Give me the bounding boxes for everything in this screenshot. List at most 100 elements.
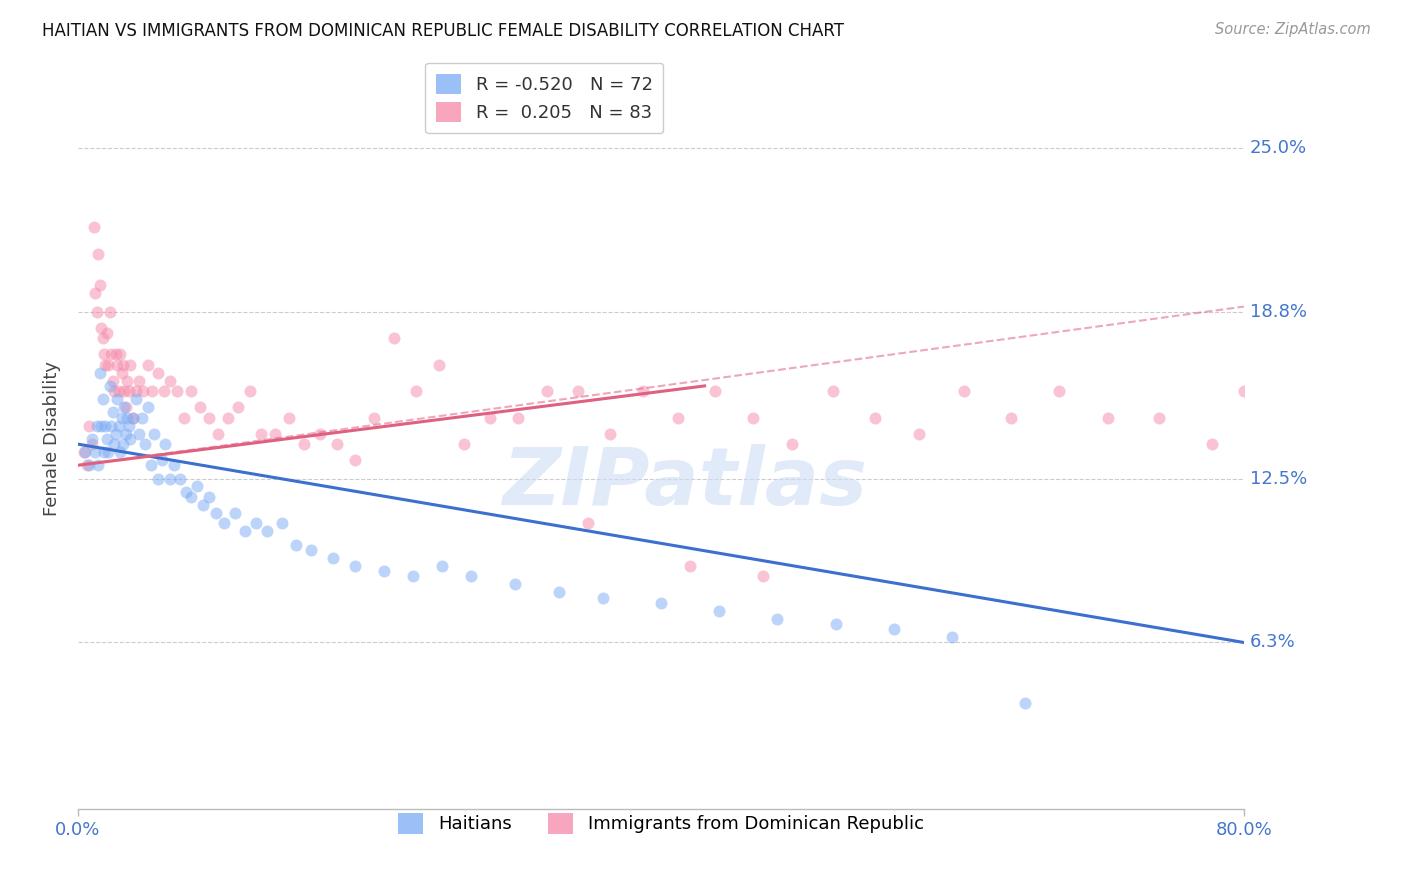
Point xyxy=(118,418,141,433)
Point xyxy=(83,220,105,235)
Point xyxy=(191,498,214,512)
Point xyxy=(224,506,246,520)
Point xyxy=(93,445,115,459)
Point xyxy=(132,384,155,399)
Point xyxy=(100,347,122,361)
Point xyxy=(536,384,558,399)
Point xyxy=(142,426,165,441)
Point xyxy=(235,524,257,539)
Point xyxy=(373,564,395,578)
Point xyxy=(134,437,156,451)
Point xyxy=(1000,410,1022,425)
Point xyxy=(479,410,502,425)
Point xyxy=(86,305,108,319)
Point xyxy=(1097,410,1119,425)
Point xyxy=(105,392,128,406)
Point xyxy=(166,384,188,399)
Point xyxy=(863,410,886,425)
Point xyxy=(245,516,267,531)
Point xyxy=(460,569,482,583)
Point xyxy=(79,458,101,473)
Point xyxy=(105,358,128,372)
Point xyxy=(101,405,124,419)
Point xyxy=(285,538,308,552)
Point xyxy=(217,410,239,425)
Point xyxy=(84,445,107,459)
Point xyxy=(115,426,138,441)
Point xyxy=(89,278,111,293)
Point xyxy=(82,437,104,451)
Point xyxy=(87,458,110,473)
Point xyxy=(212,516,235,531)
Point xyxy=(780,437,803,451)
Point xyxy=(1201,437,1223,451)
Text: 6.3%: 6.3% xyxy=(1250,633,1295,651)
Point xyxy=(308,426,330,441)
Point xyxy=(908,426,931,441)
Point xyxy=(1233,384,1256,399)
Text: HAITIAN VS IMMIGRANTS FROM DOMINICAN REPUBLIC FEMALE DISABILITY CORRELATION CHAR: HAITIAN VS IMMIGRANTS FROM DOMINICAN REP… xyxy=(42,22,844,40)
Point xyxy=(111,437,134,451)
Point xyxy=(299,543,322,558)
Point xyxy=(146,471,169,485)
Point xyxy=(322,550,344,565)
Point xyxy=(115,400,138,414)
Point xyxy=(741,410,763,425)
Point xyxy=(136,358,159,372)
Text: ZIPatlas: ZIPatlas xyxy=(502,444,866,522)
Point xyxy=(650,596,672,610)
Point xyxy=(599,426,621,441)
Point xyxy=(91,331,114,345)
Point xyxy=(1047,384,1070,399)
Point xyxy=(87,246,110,260)
Point xyxy=(250,426,273,441)
Point xyxy=(405,384,427,399)
Point xyxy=(79,418,101,433)
Point xyxy=(186,479,208,493)
Point xyxy=(205,506,228,520)
Point xyxy=(382,331,405,345)
Point xyxy=(188,400,211,414)
Point xyxy=(883,622,905,636)
Point xyxy=(326,437,349,451)
Point xyxy=(547,585,569,599)
Point xyxy=(110,366,132,380)
Point xyxy=(432,558,454,573)
Point xyxy=(98,379,121,393)
Point xyxy=(163,458,186,473)
Point xyxy=(90,320,112,334)
Point xyxy=(110,410,132,425)
Point xyxy=(86,418,108,433)
Point xyxy=(122,410,145,425)
Point xyxy=(131,410,153,425)
Point xyxy=(592,591,614,605)
Point xyxy=(666,410,689,425)
Point xyxy=(159,374,181,388)
Point xyxy=(146,366,169,380)
Point xyxy=(125,392,148,406)
Point xyxy=(263,426,285,441)
Point xyxy=(96,326,118,340)
Point xyxy=(108,347,131,361)
Point xyxy=(141,384,163,399)
Point xyxy=(292,437,315,451)
Point xyxy=(941,630,963,644)
Point xyxy=(117,374,139,388)
Point xyxy=(633,384,655,399)
Point xyxy=(180,490,202,504)
Point xyxy=(125,384,148,399)
Point xyxy=(117,410,139,425)
Point xyxy=(402,569,425,583)
Text: 18.8%: 18.8% xyxy=(1250,303,1306,321)
Point xyxy=(506,410,529,425)
Point xyxy=(703,384,725,399)
Point xyxy=(953,384,976,399)
Point xyxy=(91,392,114,406)
Point xyxy=(100,418,122,433)
Text: 12.5%: 12.5% xyxy=(1250,469,1308,488)
Point xyxy=(1014,696,1036,710)
Point xyxy=(120,432,142,446)
Point xyxy=(90,418,112,433)
Point xyxy=(503,577,526,591)
Point xyxy=(75,445,97,459)
